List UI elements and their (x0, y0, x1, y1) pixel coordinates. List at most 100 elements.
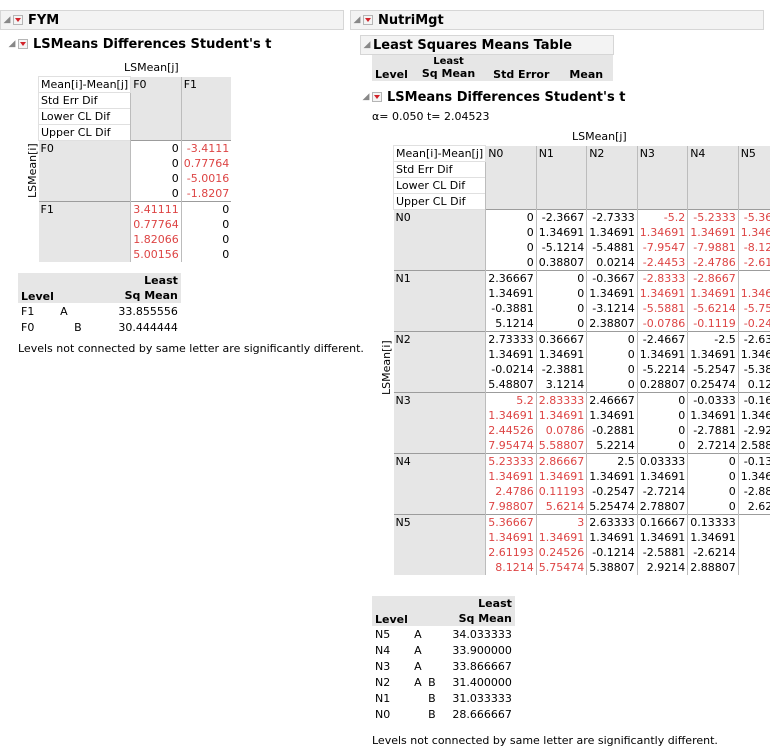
means-col-lsm: Least Sq Mean (84, 273, 181, 303)
diff-cell: 5.36667 (485, 514, 537, 530)
nutrimgt-means-table: Level Least Sq Mean N5 A 34.033333 N4 A 33.90000… (372, 596, 515, 722)
means-mean-cell: 33.855556 (118, 304, 178, 318)
lsm-col-lsm: Least Sq Mean (413, 55, 484, 81)
diff-cell: 1.34691 (687, 530, 739, 545)
legend-line: Mean[i]-Mean[j] (392, 145, 487, 162)
collapse-icon[interactable]: ◢ (362, 92, 370, 102)
diff-cell: 2.58807 (737, 438, 770, 454)
diff-cell: 2.38807 (586, 316, 638, 332)
diff-cell: -0.0786 (636, 316, 688, 332)
means-col-lsm: Least Sq Mean (438, 596, 515, 626)
diff-cell: 1.34691 (687, 225, 739, 240)
fym-diff-outline-header[interactable]: ◢ LSMeans Differences Student's t (6, 35, 336, 53)
diff-cell: 1.34691 (636, 530, 688, 545)
diff-cell: 3.1214 (535, 377, 587, 393)
legend-line: Lower CL Dif (392, 177, 487, 194)
means-col-level: Level (18, 273, 57, 303)
diff-cell: -0.1214 (586, 545, 638, 560)
diff-cell: 0.24526 (535, 545, 587, 560)
means-col-g1 (56, 273, 71, 303)
diff-cell: -2.6119 (737, 255, 770, 271)
legend-line: Std Err Dif (37, 92, 132, 109)
diff-cell: 8.1214 (485, 560, 537, 575)
diff-cell: 0.77764 (180, 156, 232, 171)
lsm-col-lsm-2: Sq Mean (421, 67, 476, 80)
nutrimgt-diff-table: Mean[i]-Mean[j] N0 N1 N2 N3 N4 N5 Std Err Dif Lo… (392, 145, 770, 575)
means-g2-cell: B (428, 675, 436, 689)
means-row: N1 B 31.033333 (372, 690, 515, 706)
red-triangle-menu-icon[interactable] (13, 15, 23, 25)
means-col-g2 (424, 596, 439, 626)
diff-cell: 1.34691 (737, 286, 770, 301)
nutrimgt-diff-outline-header[interactable]: ◢ LSMeans Differences Student's t (360, 88, 760, 106)
means-g1-cell: A (60, 304, 68, 318)
means-mean-cell: 33.900000 (452, 643, 512, 657)
fym-diff-title: LSMeans Differences Student's t (33, 36, 272, 52)
means-g1-cell: A (414, 643, 422, 657)
row-header: F0 (38, 140, 131, 202)
row-header: N5 (393, 514, 486, 575)
diff-cell: 5.48807 (485, 377, 537, 393)
means-row: N0 B 28.666667 (372, 706, 515, 722)
means-col-lsm-2: Sq Mean (458, 612, 512, 625)
diff-cell: 1.34691 (485, 530, 537, 545)
diff-cell: 1.82066 (130, 232, 182, 247)
diff-cell: 2.88807 (687, 560, 739, 575)
means-col-lsm-2: Sq Mean (124, 289, 178, 302)
nutrimgt-col-header: LSMean[j] (572, 130, 627, 143)
means-level-cell: N1 (375, 691, 391, 705)
diff-cell: 1.34691 (737, 347, 770, 362)
collapse-icon[interactable]: ◢ (353, 15, 361, 25)
diff-cell: 7.95474 (485, 438, 537, 454)
means-g1-cell (57, 319, 71, 335)
red-triangle-menu-icon[interactable] (18, 39, 28, 49)
lsm-table-title: Least Squares Means Table (373, 37, 573, 53)
diff-cell: 5.6214 (535, 499, 587, 515)
diff-cell: -3 (737, 270, 770, 286)
collapse-icon[interactable]: ◢ (363, 40, 371, 50)
diff-cell: 0 (636, 392, 688, 408)
diff-cell: 1.34691 (687, 347, 739, 362)
nutrimgt-outline-header[interactable]: ◢ NutriMgt (350, 10, 764, 30)
red-triangle-menu-icon[interactable] (363, 15, 373, 25)
diff-cell: -2.3667 (535, 209, 587, 225)
column-header: N1 (535, 145, 587, 210)
diff-cell: 0.38807 (535, 255, 587, 271)
means-g1-cell (411, 690, 425, 706)
diff-cell: -5.7547 (737, 301, 770, 316)
diff-cell: -2.7214 (636, 484, 688, 499)
diff-cell: -2.5881 (636, 545, 688, 560)
collapse-icon[interactable]: ◢ (8, 39, 16, 49)
diff-cell: 1.34691 (535, 469, 587, 484)
red-triangle-menu-icon[interactable] (372, 92, 382, 102)
diff-cell: -2.5 (687, 331, 739, 347)
diff-cell: 1.34691 (485, 347, 537, 362)
diff-cell: -2.8881 (737, 484, 770, 499)
diff-cell: 0 (130, 140, 182, 156)
diff-cell: 1.34691 (687, 286, 739, 301)
means-level-cell: N4 (375, 643, 391, 657)
diff-cell: 0.77764 (130, 217, 182, 232)
diff-cell: -2.3881 (535, 362, 587, 377)
diff-cell: 0 (180, 232, 232, 247)
diff-cell: 0 (130, 186, 182, 202)
diff-cell: 1.34691 (485, 469, 537, 484)
diff-cell: 2.36667 (485, 270, 537, 286)
diff-cell: 1.34691 (586, 408, 638, 423)
means-row: N3 A 33.866667 (372, 658, 515, 674)
diff-cell: -2.9214 (737, 423, 770, 438)
nutrimgt-diff-title: LSMeans Differences Student's t (387, 89, 626, 105)
diff-cell: -5.4881 (586, 240, 638, 255)
lsm-table-outline-header[interactable]: ◢ Least Squares Means Table (360, 35, 614, 55)
diff-cell: -3.4111 (180, 140, 232, 156)
fym-outline-header[interactable]: ◢ FYM (0, 10, 344, 30)
diff-cell: -0.2547 (586, 484, 638, 499)
means-g2-cell: B (74, 320, 82, 334)
diff-cell: 2.6214 (737, 499, 770, 515)
collapse-icon[interactable]: ◢ (3, 15, 11, 25)
diff-cell: -3.1214 (586, 301, 638, 316)
row-header: F1 (38, 201, 131, 262)
diff-cell: 0 (180, 247, 232, 262)
means-row: N5 A 34.033333 (372, 626, 515, 642)
diff-cell: -0.1119 (687, 316, 739, 332)
